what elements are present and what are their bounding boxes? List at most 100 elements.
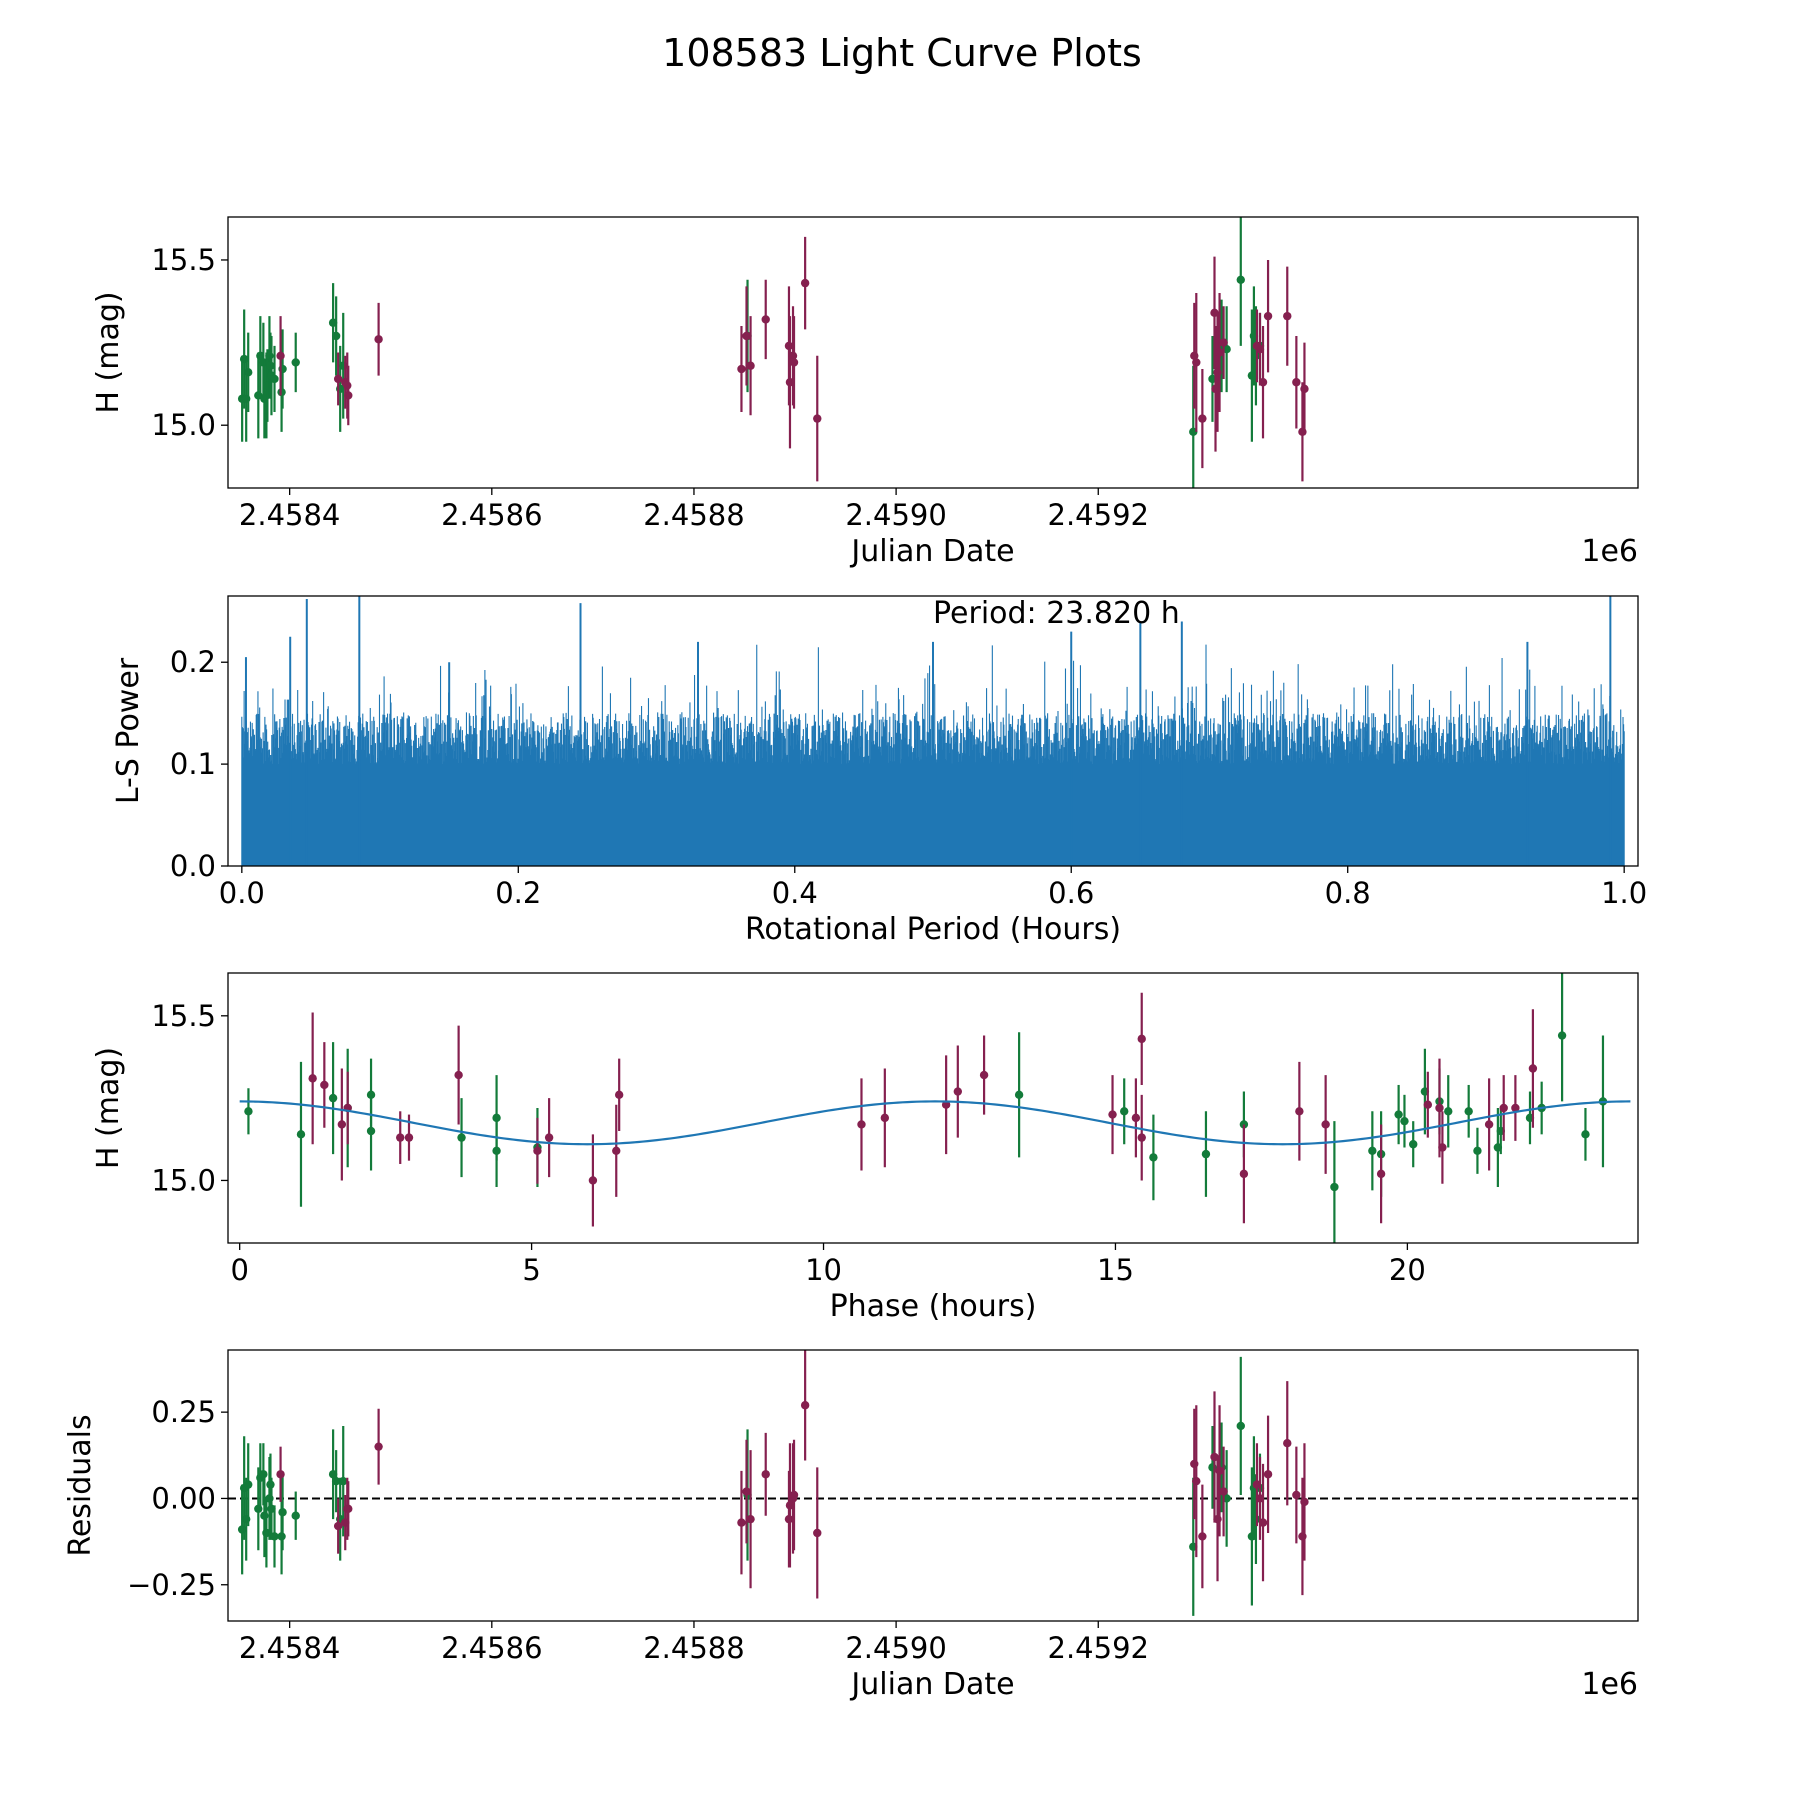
magenta-data-point — [789, 1490, 799, 1500]
magenta-data-point — [1300, 1497, 1309, 1507]
magenta-data-point — [1300, 384, 1309, 394]
y-axis-label: L-S Power — [111, 657, 146, 804]
y-tick-label: 15.5 — [151, 243, 216, 277]
green-data-point — [457, 1133, 466, 1142]
magenta-data-point — [1321, 1120, 1330, 1129]
x-tick-label: 0.0 — [219, 876, 265, 910]
magenta-data-point — [1283, 311, 1292, 321]
magenta-data-point — [614, 1090, 624, 1100]
magenta-data-point — [276, 1470, 285, 1479]
fit-curve — [239, 1100, 1631, 1146]
magenta-data-point — [1295, 1107, 1304, 1116]
x-tick-label: 1.0 — [1601, 876, 1647, 910]
green-data-point — [291, 1511, 300, 1520]
magenta-data-point — [1263, 311, 1273, 321]
magenta-data-point — [396, 1133, 405, 1142]
magenta-data-point — [1239, 1169, 1249, 1179]
magenta-data-point — [800, 1401, 810, 1410]
magenta-data-point — [333, 1521, 343, 1531]
green-data-point — [1444, 1107, 1453, 1116]
magenta-data-point — [337, 1120, 347, 1129]
magenta-data-point — [374, 1442, 383, 1451]
green-data-point — [1464, 1107, 1473, 1116]
magenta-data-point — [1258, 1518, 1268, 1527]
magenta-data-point — [1435, 1103, 1444, 1113]
green-data-point — [331, 331, 341, 341]
green-data-point — [366, 1126, 376, 1136]
green-data-point — [1400, 1116, 1409, 1126]
x-tick-label: 2.4586 — [441, 498, 542, 532]
magenta-data-point — [761, 1470, 770, 1479]
plot-area — [237, 217, 1309, 488]
magenta-data-point — [404, 1133, 414, 1142]
x-tick-label: 20 — [1389, 1253, 1426, 1287]
magenta-data-point — [320, 1080, 329, 1090]
magenta-data-point — [374, 335, 383, 344]
x-tick-label: 15 — [1097, 1253, 1134, 1287]
axes-frame — [227, 216, 1639, 489]
magenta-data-point — [1192, 358, 1201, 367]
green-data-point — [1581, 1130, 1590, 1139]
magenta-data-point — [746, 361, 755, 370]
lightcurve-axes: 2.4584 2.4586 2.4588 2.4590 2.4592 15.0 15.5 Ju… — [91, 216, 1639, 569]
magenta-data-point — [1131, 1113, 1141, 1123]
y-axis-label: H (mag) — [91, 1047, 126, 1169]
plot-area — [228, 1350, 1638, 1616]
green-data-point — [270, 374, 279, 384]
y-tick-label: 0.25 — [151, 1395, 216, 1429]
period-annotation: Period: 23.820 h — [933, 596, 1180, 631]
magenta-data-point — [1198, 1532, 1207, 1541]
magenta-data-point — [1215, 1466, 1224, 1476]
magenta-data-point — [746, 1514, 755, 1524]
green-data-point — [244, 368, 253, 377]
magenta-data-point — [813, 414, 822, 423]
green-data-point — [270, 1532, 279, 1541]
x-tick-label: 0.2 — [495, 876, 541, 910]
green-data-point — [331, 1476, 341, 1486]
magenta-data-point — [1263, 1470, 1273, 1479]
magenta-data-point — [343, 381, 352, 390]
green-data-point — [1236, 275, 1245, 284]
green-data-point — [1409, 1140, 1418, 1149]
x-tick-label: 0.4 — [772, 876, 818, 910]
x-offset-label: 1e6 — [1581, 534, 1638, 569]
green-data-point — [328, 1093, 338, 1103]
y-tick-label: 0.2 — [170, 645, 216, 679]
y-tick-label: 0.0 — [170, 849, 216, 883]
y-tick-label: 15.0 — [151, 408, 216, 442]
magenta-data-point — [588, 1176, 598, 1185]
magenta-data-point — [1137, 1133, 1146, 1142]
magenta-data-point — [1376, 1169, 1386, 1179]
x-axis-label: Phase (hours) — [830, 1289, 1037, 1324]
green-data-point — [296, 1130, 306, 1139]
green-data-point — [492, 1146, 501, 1156]
magenta-data-point — [1108, 1110, 1117, 1119]
magenta-data-point — [344, 1504, 353, 1514]
x-offset-label: 1e6 — [1581, 1667, 1638, 1702]
green-data-point — [1557, 1031, 1567, 1040]
x-tick-label: 2.4588 — [643, 1631, 744, 1665]
power-spectrum — [241, 644, 1625, 866]
x-tick-label: 2.4590 — [845, 1631, 946, 1665]
magenta-data-point — [857, 1120, 866, 1129]
magenta-data-point — [1219, 1487, 1228, 1496]
phase-axes: 0 5 10 15 20 15.0 15.5 Phase (hours) H (mag) — [91, 972, 1639, 1324]
magenta-data-point — [1215, 348, 1224, 357]
y-axis-label: Residuals — [63, 1414, 98, 1556]
magenta-data-point — [1258, 378, 1268, 387]
green-data-point — [278, 1508, 287, 1517]
x-tick-label: 2.4590 — [845, 498, 946, 532]
green-data-point — [339, 1476, 348, 1486]
figure-title: 108583 Light Curve Plots — [662, 31, 1142, 75]
magenta-data-point — [1528, 1064, 1538, 1073]
magenta-data-point — [813, 1528, 822, 1538]
magenta-data-point — [454, 1070, 463, 1080]
magenta-data-point — [1198, 414, 1207, 423]
magenta-data-point — [800, 278, 810, 288]
x-tick-label: 2.4592 — [1048, 498, 1149, 532]
axes-frame — [227, 1349, 1639, 1622]
y-tick-label: 15.5 — [151, 999, 216, 1033]
green-data-point — [1120, 1107, 1129, 1116]
magenta-data-point — [761, 315, 770, 324]
